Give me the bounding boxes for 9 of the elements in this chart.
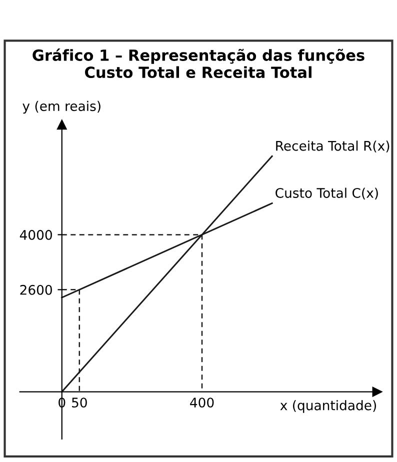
y-tick-label: 4000: [20, 230, 52, 240]
series-label: Custo Total C(x): [276, 188, 378, 200]
y-axis-title: y (em reais): [22, 100, 100, 114]
series-label: Receita Total R(x): [276, 140, 390, 152]
x-tick-label: 50: [72, 398, 87, 408]
y-tick-label: 2600: [20, 284, 52, 295]
chart-title: Gráfico 1 – Representação das funções Custo Total e Receita Total: [32, 48, 364, 78]
x-tick-label: 400: [190, 398, 214, 408]
x-axis-title: x (quantidade): [280, 400, 376, 413]
